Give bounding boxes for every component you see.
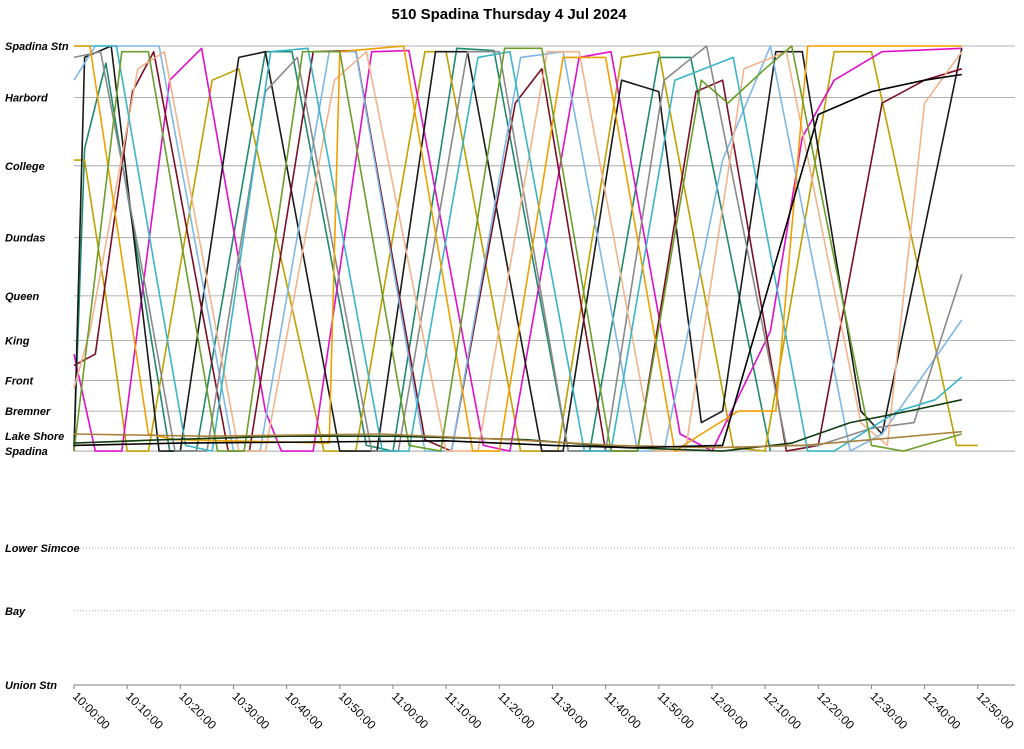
x-tick-label: 11:30:00	[548, 689, 591, 732]
x-tick-label: 12:40:00	[921, 689, 964, 732]
stop-label: College	[5, 161, 45, 173]
stop-label: Union Stn	[5, 680, 57, 692]
stop-label: Dundas	[5, 233, 45, 245]
x-tick-label: 12:20:00	[814, 689, 857, 732]
vehicle-trace-11	[73, 45, 963, 452]
stop-label: Spadina Stn	[5, 41, 69, 53]
stop-label: Queen	[5, 291, 40, 303]
vehicle-trace-6	[73, 45, 963, 452]
vehicle-trace-3	[73, 47, 962, 452]
chart-title: 510 Spadina Thursday 4 Jul 2024	[391, 6, 627, 23]
vehicle-trace-10	[74, 45, 962, 452]
x-tick-label: 10:00:00	[70, 689, 113, 732]
x-tick-label: 12:50:00	[974, 689, 1017, 732]
x-tick-label: 10:30:00	[229, 689, 272, 732]
time-tick-labels: 10:00:00 10:10:00 10:20:00 10:30:00 10:40:00…	[70, 685, 1017, 732]
x-tick-label: 10:10:00	[123, 689, 166, 732]
vehicle-traces	[73, 45, 978, 452]
x-tick-label: 12:00:00	[708, 689, 751, 732]
vehicle-trace-4	[73, 45, 963, 452]
stop-label: Harbord	[5, 92, 48, 104]
x-tick-label: 10:50:00	[336, 689, 379, 732]
vehicle-trace-7	[73, 45, 963, 452]
stop-label: Bremner	[5, 406, 51, 418]
stop-labels: Spadina Stn Harbord College Dundas Queen King…	[5, 41, 80, 692]
stop-label: Lower Simcoe	[5, 543, 80, 555]
stop-label: King	[5, 335, 30, 347]
stop-label: Bay	[5, 606, 26, 618]
x-tick-label: 11:00:00	[389, 689, 432, 732]
x-tick-label: 11:50:00	[655, 689, 698, 732]
x-tick-label: 10:40:00	[283, 689, 326, 732]
vehicle-trace-8	[73, 50, 963, 452]
vehicle-trace-14	[73, 73, 962, 449]
vehicle-trace-1	[73, 47, 772, 452]
x-tick-label: 12:30:00	[867, 689, 910, 732]
stop-label: Front	[5, 375, 34, 387]
x-tick-label: 11:10:00	[442, 689, 485, 732]
x-tick-label: 10:20:00	[176, 689, 219, 732]
vehicle-trace-9	[74, 45, 963, 452]
x-tick-label: 12:10:00	[761, 689, 804, 732]
x-tick-label: 11:20:00	[495, 689, 538, 732]
stop-label: Lake Shore	[5, 431, 64, 443]
x-tick-label: 11:40:00	[602, 689, 645, 732]
stop-label: Spadina	[5, 446, 48, 458]
